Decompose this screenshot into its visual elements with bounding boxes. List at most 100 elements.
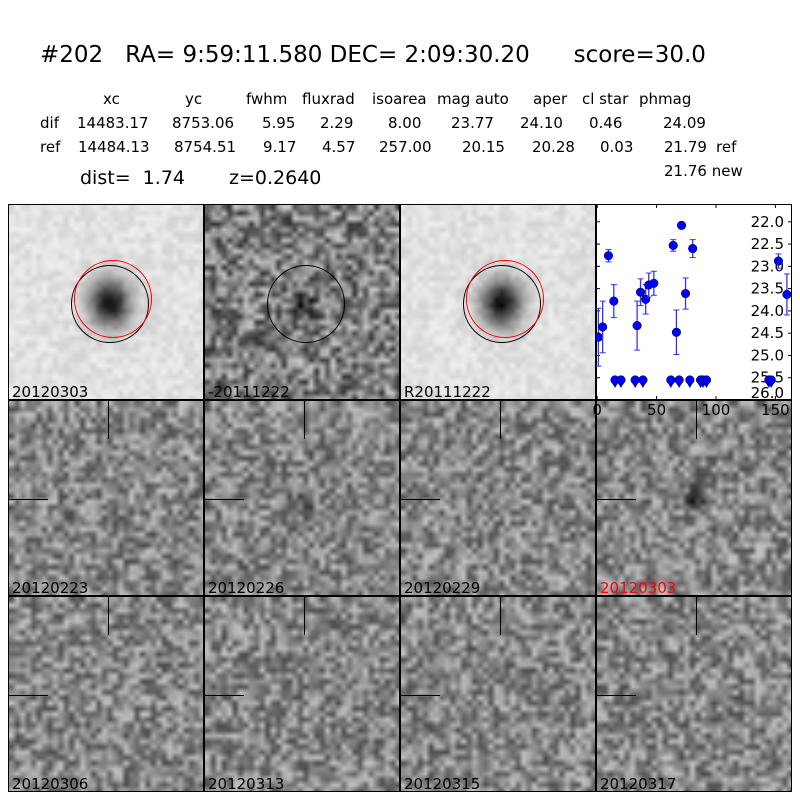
ytick-label: 26.0 [751,384,784,402]
dist-value: dist= 1.74 [80,167,185,189]
xtick-label: 0 [592,401,602,419]
row-suffix: ref [716,138,737,156]
stamp-label: 20120226 [208,579,285,596]
cell-value: 24.10 [520,114,563,132]
cell-value: 9.17 [263,138,297,156]
data-point [681,288,691,299]
cell-value: 23.77 [451,114,494,132]
upper-limit-point [630,375,640,385]
ytick-label: 22.0 [751,213,784,231]
stamp-dif[interactable]: -20111222 [204,204,400,400]
epoch-stamp[interactable]: 20120313 [204,596,400,792]
crosshair-vertical [696,597,697,635]
xtick-label: 100 [701,401,731,419]
epoch-stamp[interactable]: 20120226 [204,400,400,596]
crosshair-vertical [696,401,697,439]
data-point [632,321,642,331]
upper-limit-point [766,375,776,385]
cell-value: 21.79 [664,138,707,156]
crosshair-vertical [304,401,305,439]
stamp-label: 20120223 [12,579,89,596]
stamp-label: 20120317 [600,775,677,792]
data-point [609,296,619,306]
redshift-value: z=0.2640 [229,167,322,189]
stamp-image [401,401,595,595]
data-point [676,220,687,230]
cell-value: 257.00 [379,138,432,156]
crosshair-horizontal [401,695,440,696]
data-point [671,327,681,337]
stamp-image [9,401,203,595]
new-mag: 21.76 new [664,162,743,180]
cell-value: 24.09 [663,114,706,132]
column-header: fwhm [246,90,288,108]
stamp-image [597,401,791,595]
column-header: yc [185,90,203,108]
column-header: xc [103,90,120,108]
cell-value: 8754.51 [174,138,237,156]
cell-value: 5.95 [262,114,296,132]
crosshair-horizontal [205,695,244,696]
cell-value: 14484.13 [78,138,150,156]
crosshair-vertical [500,597,501,635]
column-header: aper [533,90,568,108]
stamp-label: 20120313 [208,775,285,792]
column-header: cl star [582,90,629,108]
epoch-stamp[interactable]: 20120303 [596,400,792,596]
epoch-stamp[interactable]: 20120306 [8,596,204,792]
crosshair-vertical [500,401,501,439]
crosshair-vertical [108,401,109,439]
aperture-circle [267,265,345,343]
stamp-image [597,597,791,791]
epoch-stamp[interactable]: 20120229 [400,400,596,596]
crosshair-horizontal [597,695,636,696]
ytick-label: 24.0 [751,302,784,320]
upper-limit-point [685,375,695,385]
column-header: mag auto [437,90,509,108]
row-label: ref [40,138,61,156]
cell-value: 0.03 [600,138,634,156]
xtick-label: 50 [647,401,667,419]
upper-limit-point [674,375,684,385]
epoch-stamp[interactable]: 20120223 [8,400,204,596]
cell-value: 8753.06 [172,114,235,132]
data-point [635,287,646,297]
light-curve-chart: 22.022.523.023.524.024.525.025.526.0 [596,204,792,402]
aperture-circle-red [74,260,152,338]
stamp-ref[interactable]: R20111222 [400,204,596,400]
stamp-new[interactable]: 20120303 [8,204,204,400]
data-point [773,256,784,266]
stamp-label: 20120303 [12,383,89,400]
epoch-stamp[interactable]: 20120317 [596,596,792,792]
stamp-image [205,597,399,791]
crosshair-vertical [304,597,305,635]
ytick-label: 23.5 [751,280,784,298]
data-point [782,289,792,299]
ytick-label: 24.5 [751,324,784,342]
column-header: phmag [639,90,692,108]
stamp-image [205,401,399,595]
crosshair-horizontal [9,695,48,696]
ytick-label: 25.0 [751,346,784,364]
data-point [668,240,678,250]
data-point [603,251,614,261]
cell-value: 0.46 [589,114,623,132]
upper-limit-point [701,375,712,385]
crosshair-vertical [108,597,109,635]
crosshair-horizontal [597,499,636,500]
cell-value: 4.57 [322,138,356,156]
cell-value: 20.28 [532,138,575,156]
cell-value: 14483.17 [77,114,149,132]
upper-limit-point [638,375,648,385]
epoch-stamp[interactable]: 20120315 [400,596,596,792]
column-header: fluxrad [302,90,355,108]
stamp-label: 20120303 [600,579,677,596]
plot-frame [596,204,792,400]
xtick-label: 150 [761,401,790,419]
stamp-label: 20120306 [12,775,89,792]
ytick-label: 22.5 [751,235,784,253]
stamp-label: R20111222 [404,383,491,400]
crosshair-horizontal [205,499,244,500]
aperture-circle-red [466,260,544,338]
